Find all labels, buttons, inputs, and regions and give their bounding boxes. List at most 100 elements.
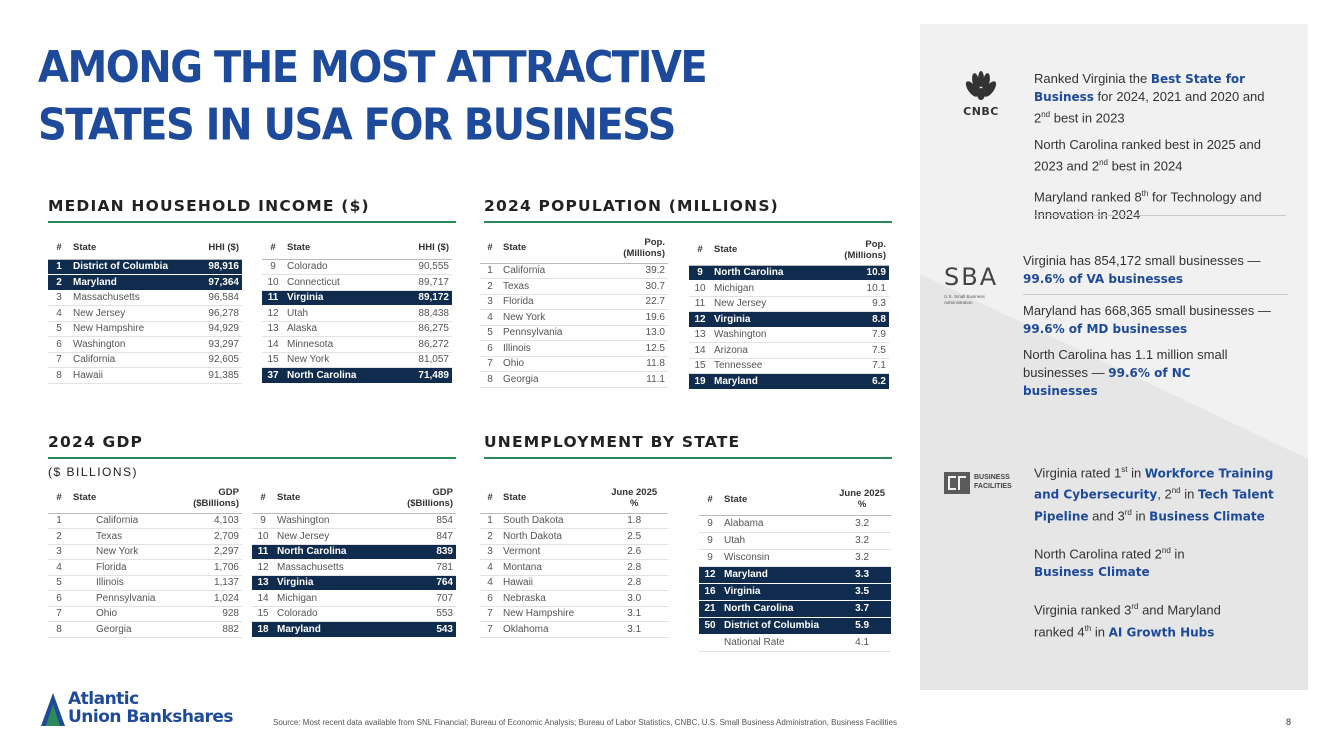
rank-cell: 9 <box>699 549 721 567</box>
value-cell: 2,709 <box>178 528 242 545</box>
column-header-rank: # <box>689 235 711 266</box>
rank-cell: 4 <box>480 575 500 591</box>
rank-cell: 6 <box>480 340 500 357</box>
rank-cell: 16 <box>699 583 721 601</box>
rank-cell: 6 <box>48 336 70 353</box>
sup: rd <box>1131 602 1139 612</box>
text: in <box>1091 623 1109 639</box>
value-cell: 19.6 <box>597 309 668 326</box>
state-cell: Maryland <box>70 274 197 291</box>
rank-cell: 50 <box>699 617 721 635</box>
rank-cell: 9 <box>699 515 721 533</box>
sba-stats: Virginia has 854,172 small businesses — … <box>1023 252 1288 409</box>
rank-cell: 12 <box>699 566 721 584</box>
income-table-left: # State HHI ($) 1 District of Columbia 98,… <box>48 237 242 384</box>
value-cell: 96,278 <box>196 305 242 322</box>
column-header-value: GDP ($Billions) <box>178 483 242 514</box>
value-cell: 98,916 <box>196 259 242 275</box>
state-cell: Montana <box>500 559 601 576</box>
state-cell: New Jersey <box>70 305 197 322</box>
state-cell: New York <box>500 309 598 326</box>
value-cell: 13.0 <box>597 325 668 341</box>
value-cell: 543 <box>381 621 456 638</box>
state-cell: Virginia <box>274 575 382 591</box>
sup: th <box>1141 188 1149 198</box>
value-cell: 89,172 <box>397 290 452 306</box>
income-section-title: MEDIAN HOUSEHOLD INCOME ($) <box>48 197 370 215</box>
logo-text: Atlantic Union Bankshares <box>68 690 234 727</box>
table-row: 9 Washington 854 <box>252 513 456 529</box>
table-row: 3 Florida 22.7 <box>480 294 668 310</box>
state-cell: Minnesota <box>284 336 398 353</box>
column-header-value: HHI ($) <box>397 237 452 260</box>
highlight: 99.6% of NC businesses <box>1023 366 1191 398</box>
rank-cell: 7 <box>48 606 70 622</box>
rank-cell: 7 <box>480 606 500 622</box>
table-row: 12 Virginia 8.8 <box>689 311 889 328</box>
sba-paragraph-1: Virginia has 854,172 small businesses — … <box>1023 252 1288 288</box>
value-cell: 90,555 <box>397 259 452 275</box>
table-row: 6 Washington 93,297 <box>48 336 242 353</box>
table-row: 10 New Jersey 847 <box>252 528 456 545</box>
gdp-section-rule <box>48 457 456 459</box>
text: Maryland ranked 8 <box>1034 188 1142 204</box>
text: for Technology and Innovation in 2024 <box>1034 188 1262 222</box>
state-cell: Michigan <box>274 590 382 607</box>
value-cell: 4.1 <box>833 634 891 652</box>
rank-cell: 7 <box>480 356 500 372</box>
highlight: Workforce Training and Cybersecurity <box>1034 466 1274 502</box>
table-row: 7 New Hampshire 3.1 <box>480 606 668 622</box>
table-row: 15 New York 81,057 <box>262 352 452 368</box>
sba-paragraph-2: Maryland has 668,365 small businesses — … <box>1023 302 1288 338</box>
column-header-state: State <box>274 483 382 514</box>
rank-cell: 3 <box>48 290 70 306</box>
column-header-rank: # <box>480 483 500 514</box>
rank-cell: 4 <box>48 559 70 576</box>
rank-cell: 13 <box>689 327 711 343</box>
rank-cell: 9 <box>699 532 721 550</box>
table-row: 2 Texas 30.7 <box>480 278 668 295</box>
state-cell: Tennessee <box>711 358 821 374</box>
table-row: 21 North Carolina 3.7 <box>699 600 891 618</box>
business-facilities-rankings: Virginia rated 1st in Workforce Training… <box>1034 461 1286 650</box>
column-header-rank: # <box>480 233 500 264</box>
gdp-section-subtitle: ($ BILLIONS) <box>48 465 139 479</box>
population-table-right: # State Pop. (Millions) 9 North Carolina 10… <box>689 235 889 390</box>
rank-cell: 9 <box>262 259 284 275</box>
page-title: AMONG THE MOST ATTRACTIVE STATES IN USA … <box>38 40 708 154</box>
table-row: 9 Alabama 3.2 <box>699 515 891 533</box>
state-cell: Virginia <box>284 290 398 306</box>
highlight: AI Growth Hubs <box>1108 624 1215 639</box>
gdp-table-left: # State GDP ($Billions) 1 California 4,103 2… <box>48 483 242 638</box>
value-cell: 8.8 <box>820 311 889 328</box>
text: for 2024, 2021 and 2020 and 2 <box>1034 89 1265 126</box>
value-cell: 11.1 <box>597 371 668 388</box>
rank-cell: 3 <box>48 544 70 560</box>
sba-logo: SBA U.S. Small Business Administration <box>944 264 1004 306</box>
highlight: 99.6% of MD businesses <box>1023 322 1188 336</box>
value-cell: 89,717 <box>397 274 452 291</box>
header-line-1: June 2025 <box>839 488 886 500</box>
rank-cell: 9 <box>252 513 274 529</box>
state-cell: Washington <box>274 513 382 529</box>
rank-cell: 10 <box>689 280 711 297</box>
rank-cell: 1 <box>480 513 500 529</box>
text: in <box>1127 465 1145 481</box>
rank-cell: 13 <box>262 321 284 337</box>
rank-cell: 1 <box>480 263 500 279</box>
column-header-state: State <box>70 237 197 260</box>
rank-cell: 13 <box>252 575 274 591</box>
text: Virginia ranked 3 <box>1034 602 1132 618</box>
column-header-rank: # <box>252 483 274 514</box>
table-row: 4 New Jersey 96,278 <box>48 305 242 322</box>
rank-cell: 7 <box>480 621 500 638</box>
state-cell: North Carolina <box>711 265 821 281</box>
state-cell: Massachusetts <box>70 290 197 306</box>
logo-line-2: Union Bankshares <box>68 707 234 727</box>
table-row: 9 North Carolina 10.9 <box>689 265 889 281</box>
value-cell: 94,929 <box>196 321 242 337</box>
business-facilities-logo: BUSINESS FACILITIES <box>944 470 1024 496</box>
state-cell: New Jersey <box>274 528 382 545</box>
column-header-value: June 2025% <box>600 483 668 514</box>
value-cell: 553 <box>381 606 456 622</box>
